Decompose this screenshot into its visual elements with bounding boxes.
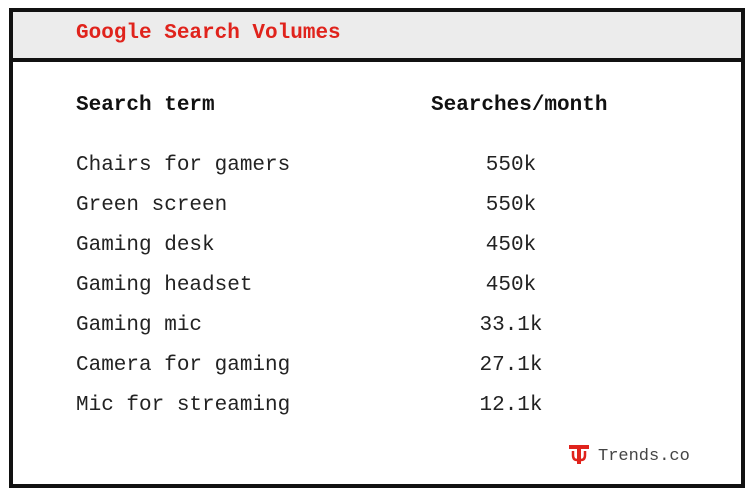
chart-title: Google Search Volumes (76, 22, 341, 45)
search-term-cell: Green screen (76, 194, 228, 217)
table-row: Green screen 550k (13, 194, 741, 234)
search-term-cell: Gaming desk (76, 234, 215, 257)
column-header-volume: Searches/month (431, 94, 608, 117)
trends-logo-icon (566, 441, 592, 472)
search-term-cell: Gaming mic (76, 314, 203, 337)
search-volume-cell: 12.1k (479, 394, 543, 417)
search-term-cell: Gaming headset (76, 274, 253, 297)
brand-logo: Trends.co (566, 442, 690, 470)
search-volume-cell: 27.1k (479, 354, 543, 377)
table-row: Gaming headset 450k (13, 274, 741, 314)
table-row: Camera for gaming 27.1k (13, 354, 741, 394)
search-term-cell: Chairs for gamers (76, 154, 291, 177)
search-volume-cell: 450k (485, 274, 537, 297)
search-volume-cell: 550k (485, 194, 537, 217)
title-bar: Google Search Volumes (13, 12, 741, 62)
search-volume-cell: 33.1k (479, 314, 543, 337)
table-row: Mic for streaming 12.1k (13, 394, 741, 434)
search-volume-cell: 450k (485, 234, 537, 257)
table-row: Chairs for gamers 550k (13, 154, 741, 194)
search-volume-cell: 550k (485, 154, 537, 177)
table-row: Gaming desk 450k (13, 234, 741, 274)
search-term-cell: Mic for streaming (76, 394, 291, 417)
chart-card: Google Search Volumes Search term Search… (9, 8, 745, 488)
column-header-term: Search term (76, 94, 215, 117)
search-term-cell: Camera for gaming (76, 354, 291, 377)
table-row: Gaming mic 33.1k (13, 314, 741, 354)
brand-name: Trends.co (598, 446, 690, 466)
